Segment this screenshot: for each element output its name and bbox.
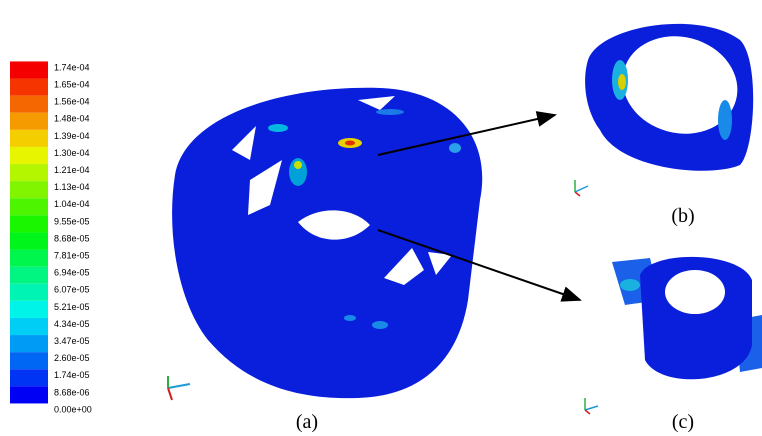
axis-triad	[575, 180, 588, 196]
colorbar-label: 1.13e-04	[54, 182, 90, 192]
colorbar-label: 4.34e-05	[54, 319, 90, 329]
color-swatch	[10, 113, 48, 130]
panel-label: (a)	[296, 411, 318, 433]
color-swatch	[10, 147, 48, 164]
colorbar-label: 8.68e-05	[54, 233, 90, 243]
panel-label: (c)	[672, 411, 694, 433]
panel-label: (b)	[671, 205, 694, 227]
colorbar: 1.74e-04 1.65e-04 1.56e-04 1.48e-04 1.39e-04…	[10, 61, 92, 414]
color-swatch	[10, 164, 48, 181]
colorbar-label: 7.81e-05	[54, 250, 90, 260]
colorbar-label: 1.56e-04	[54, 97, 90, 107]
color-swatch	[10, 232, 48, 249]
colorbar-label: 1.30e-04	[54, 148, 90, 158]
cylinder-c	[612, 257, 762, 379]
colorbar-label: 1.74e-05	[54, 370, 90, 380]
color-swatch	[10, 130, 48, 147]
colorbar-label: 1.04e-04	[54, 199, 90, 209]
figure: 1.74e-04 1.65e-04 1.56e-04 1.48e-04 1.39e-04…	[0, 0, 762, 436]
colorbar-label: 1.65e-04	[54, 79, 90, 89]
cylinder-a	[172, 88, 482, 398]
colorbar-label: 0.00e+00	[54, 404, 92, 414]
color-swatch	[10, 181, 48, 198]
colorbar-label: 1.74e-04	[54, 62, 90, 72]
color-swatch	[10, 318, 48, 335]
color-swatch	[10, 386, 48, 403]
colorbar-label: 8.68e-06	[54, 387, 90, 397]
color-swatch	[10, 198, 48, 215]
color-swatch	[10, 267, 48, 284]
colorbar-label: 1.39e-04	[54, 131, 90, 141]
colorbar-label: 3.47e-05	[54, 336, 90, 346]
ring-b	[585, 24, 753, 171]
color-swatch	[10, 369, 48, 386]
colorbar-label: 2.60e-05	[54, 353, 90, 363]
color-swatch	[10, 335, 48, 352]
colorbar-label: 6.07e-05	[54, 285, 90, 295]
color-swatch	[10, 352, 48, 369]
color-swatch	[10, 301, 48, 318]
axis-triad	[585, 398, 598, 414]
colorbar-label: 9.55e-05	[54, 216, 90, 226]
color-swatch	[10, 79, 48, 96]
color-swatch	[10, 250, 48, 267]
colorbar-label: 1.21e-04	[54, 165, 90, 175]
color-swatch	[10, 215, 48, 232]
color-swatch	[10, 284, 48, 301]
axis-triad	[168, 376, 190, 400]
colorbar-label: 1.48e-04	[54, 114, 90, 124]
colorbar-label: 6.94e-05	[54, 268, 90, 278]
color-swatch	[10, 61, 48, 78]
color-swatch	[10, 96, 48, 113]
colorbar-label: 5.21e-05	[54, 302, 90, 312]
